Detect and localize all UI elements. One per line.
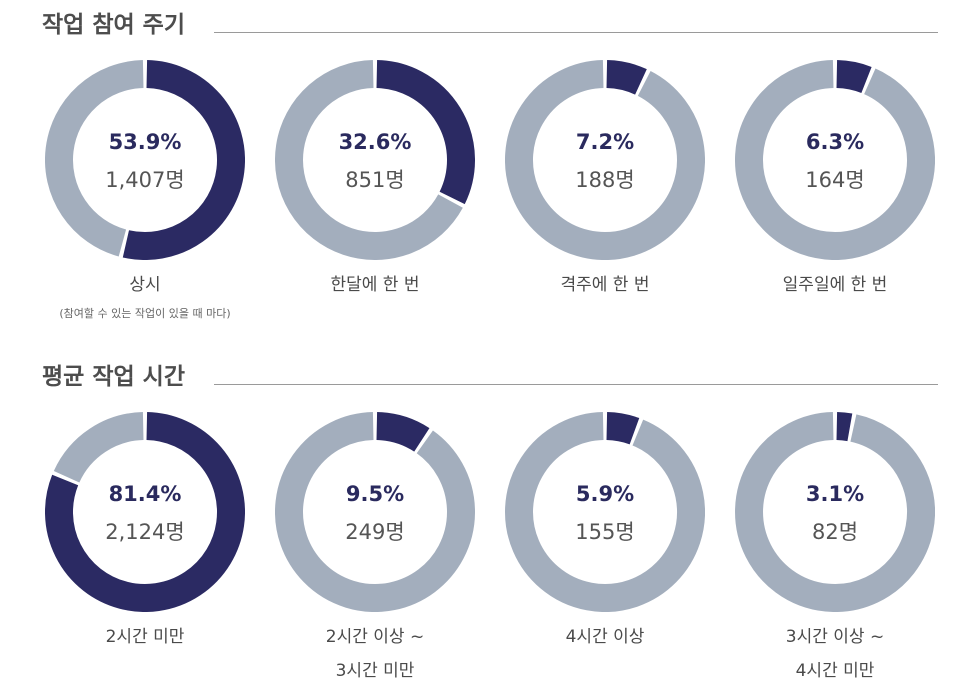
section-header: 작업 참여 주기 [42, 8, 938, 44]
donut-chart: 5.9% 155명 4시간 이상 [490, 412, 720, 647]
count-label: 851명 [345, 168, 405, 192]
percent-label: 6.3% [805, 130, 865, 154]
percent-label: 81.4% [108, 482, 182, 506]
donut-remainder-arc [53, 412, 145, 483]
percent-label: 9.5% [345, 482, 405, 506]
count-label: 1,407명 [105, 168, 185, 192]
donut-chart: 3.1% 82명 3시간 이상 ~ 4시간 미만 [720, 412, 950, 681]
donut-value-arc [605, 412, 640, 445]
category-label: 2시간 미만 [105, 627, 185, 647]
count-label: 155명 [575, 520, 635, 544]
donut-remainder-arc [735, 60, 935, 260]
count-label: 188명 [575, 168, 635, 192]
count-label: 2,124명 [105, 520, 185, 544]
category-label: 4시간 이상 [565, 627, 645, 647]
section-title: 평균 작업 시간 [42, 364, 185, 390]
donut-remainder-arc [275, 60, 463, 260]
percent-label: 32.6% [338, 130, 412, 154]
donut-value-arc [376, 60, 475, 205]
donut-remainder-arc [45, 60, 144, 257]
donut-svg [45, 60, 245, 260]
category-label: 한달에 한 번 [330, 275, 420, 295]
count-label: 249명 [345, 520, 405, 544]
category-label: 2시간 이상 ~ [325, 627, 425, 647]
category-label: 상시 [129, 275, 161, 295]
percent-label: 7.2% [575, 130, 635, 154]
donut-remainder-arc [275, 412, 475, 612]
category-label: 4시간 미만 [795, 661, 875, 681]
section-header: 평균 작업 시간 [42, 360, 938, 396]
donut-svg [735, 412, 935, 612]
donut-svg [275, 60, 475, 260]
percent-label: 3.1% [805, 482, 865, 506]
category-label: 3시간 이상 ~ [785, 627, 885, 647]
donut-remainder-arc [505, 412, 705, 612]
donut-value-arc [835, 60, 872, 94]
donut-remainder-arc [735, 412, 935, 612]
donut-svg [505, 412, 705, 612]
section-title: 작업 참여 주기 [42, 12, 185, 38]
category-label: 일주일에 한 번 [782, 275, 888, 295]
donut-value-arc [45, 412, 245, 612]
section-divider [214, 384, 938, 385]
donut-value-arc [605, 60, 647, 95]
donut-value-arc [122, 60, 245, 260]
donut-chart: 81.4% 2,124명 2시간 미만 [30, 412, 260, 647]
donut-svg [505, 60, 705, 260]
percent-label: 53.9% [108, 130, 182, 154]
donut-value-arc [375, 412, 430, 452]
category-label: 3시간 미만 [335, 661, 415, 681]
donut-svg [735, 60, 935, 260]
category-note: (참여할 수 있는 작업이 있을 때 마다) [59, 307, 231, 320]
section-divider [214, 32, 938, 33]
donut-svg [275, 412, 475, 612]
category-label: 격주에 한 번 [560, 275, 650, 295]
donut-svg [45, 412, 245, 612]
donut-remainder-arc [505, 60, 705, 260]
donut-chart: 9.5% 249명 2시간 이상 ~ 3시간 미만 [260, 412, 490, 681]
count-label: 82명 [811, 520, 859, 544]
donut-value-arc [836, 412, 853, 442]
count-label: 164명 [805, 168, 865, 192]
percent-label: 5.9% [575, 482, 635, 506]
